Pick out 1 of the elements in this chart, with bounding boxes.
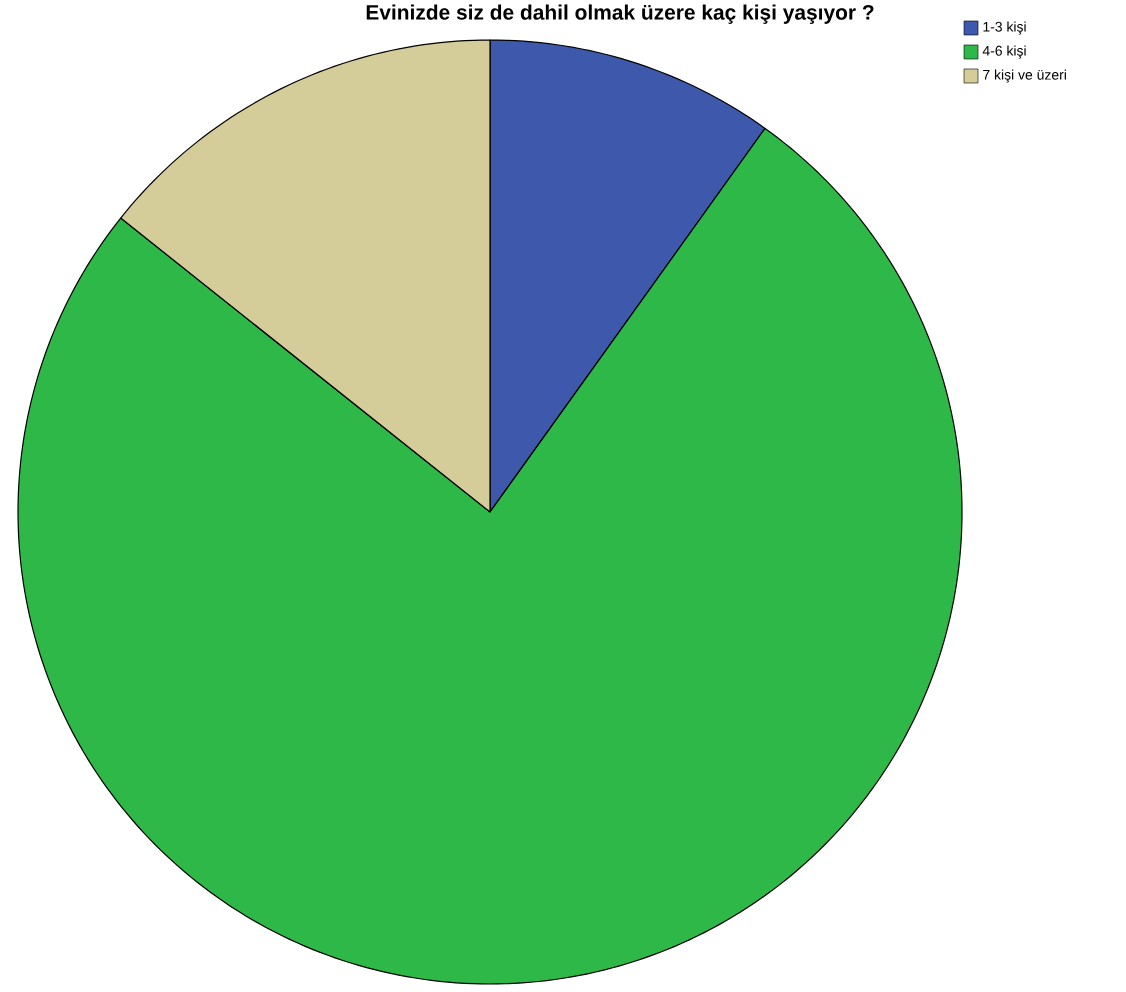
chart-title: Evinizde siz de dahil olmak üzere kaç kişi yaşıyor ?: [366, 4, 874, 24]
